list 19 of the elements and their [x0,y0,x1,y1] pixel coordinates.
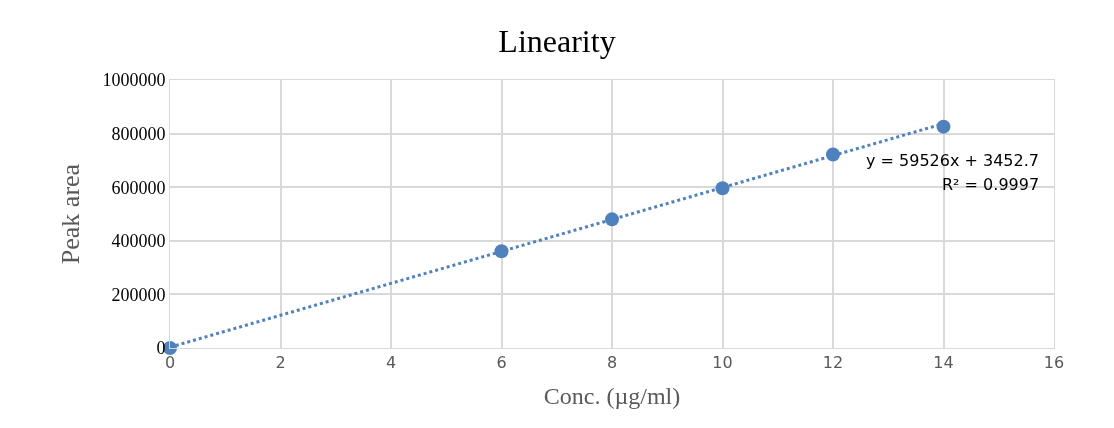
y-tick-label: 800000 [111,123,166,144]
chart-title: Linearity [498,23,616,60]
y-tick-label: 200000 [111,284,166,305]
y-tick-label: 600000 [111,177,166,198]
x-tick-label: 8 [606,353,618,373]
x-tick-label: 2 [275,353,286,373]
x-tick-label: 14 [933,353,954,373]
y-tick-label: 0 [156,338,166,359]
x-tick-label: 12 [822,353,844,373]
x-tick-label: 16 [1043,353,1065,373]
y-tick-label: 400000 [111,231,166,252]
y-tick-label: 1000000 [102,70,166,91]
x-tick-label: 10 [712,353,733,373]
x-tick-label: 4 [385,353,397,373]
annotation: y = 59526x + 3452.7 [866,151,1039,170]
annotation: R² = 0.9997 [942,175,1040,194]
x-axis-title: Conc. (µg/ml) [543,382,681,409]
y-axis-title: Peak area [55,163,85,265]
x-tick-label: 6 [496,353,507,373]
